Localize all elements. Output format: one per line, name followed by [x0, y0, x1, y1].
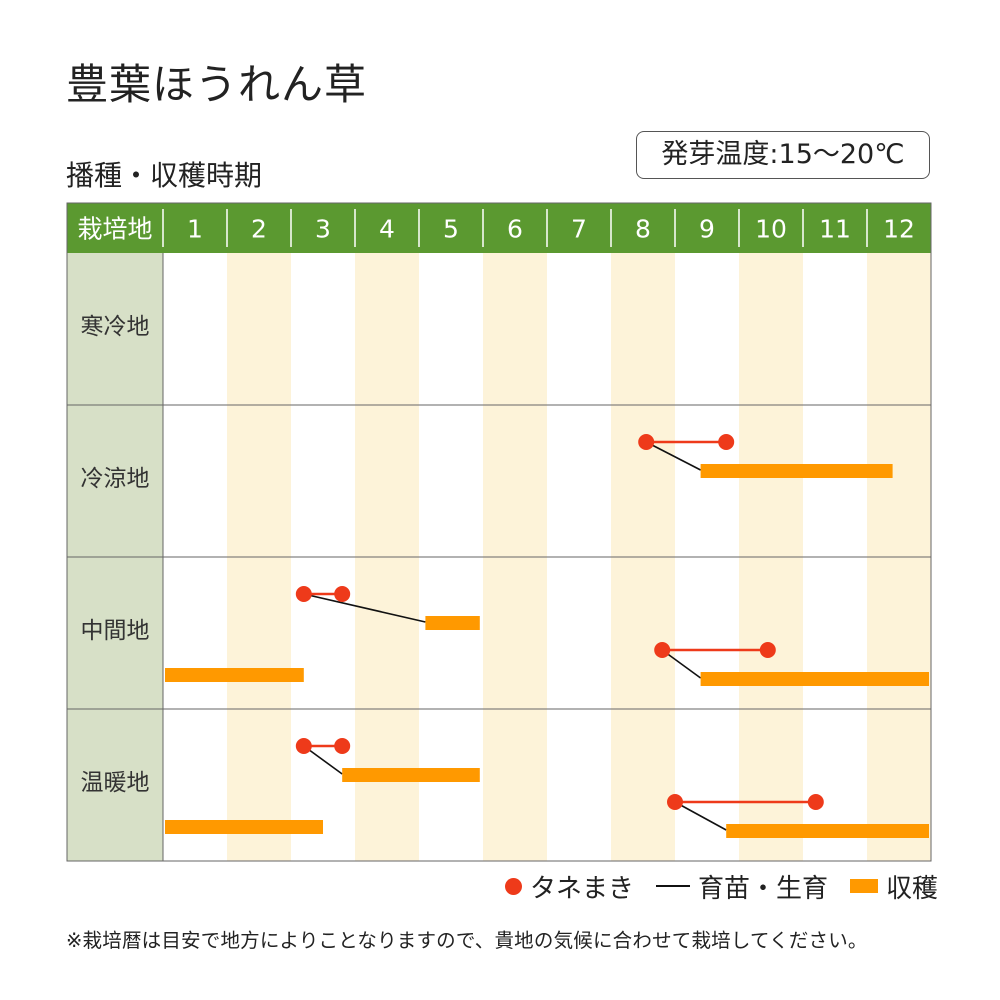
sowing-dot-icon: [505, 877, 522, 895]
page-title: 豊葉ほうれん草: [66, 60, 368, 109]
header-corner-label: 栽培地: [77, 215, 152, 244]
region-label: 寒冷地: [81, 314, 150, 340]
sowing-end-dot: [718, 434, 735, 450]
sowing-start-dot: [638, 434, 655, 450]
legend-sowing: タネまき: [505, 868, 634, 905]
harvest-bar: [700, 672, 929, 686]
sowing-start-dot: [295, 738, 312, 754]
germination-temperature-badge: 発芽温度:15～20℃: [636, 131, 930, 179]
sowing-start-dot: [667, 794, 683, 810]
month-label: 10: [755, 215, 787, 244]
raising-line-icon: [656, 885, 691, 887]
region-label: 温暖地: [81, 770, 150, 796]
chart-subtitle: 播種・収穫時期: [66, 159, 263, 192]
chart-legend: タネまき 育苗・生育 収穫: [505, 868, 938, 904]
month-label: 12: [883, 215, 915, 244]
month-label: 3: [315, 215, 331, 244]
month-label: 2: [251, 215, 267, 244]
month-label: 6: [507, 215, 523, 244]
sowing-end-dot: [334, 586, 351, 602]
growth-line: [674, 801, 727, 831]
footnote: ※栽培暦は目安で地方によりことなりますので、貴地の気候に合わせて栽培してください…: [66, 929, 868, 952]
sowing-start-dot: [654, 642, 671, 658]
month-label: 11: [819, 215, 851, 244]
sowing-start-dot: [295, 586, 312, 602]
region-label: 冷涼地: [81, 466, 150, 492]
legend-raising: 育苗・生育: [656, 868, 828, 905]
growth-line: [303, 593, 426, 623]
region-label: 中間地: [81, 618, 150, 644]
month-label: 7: [571, 215, 587, 244]
month-label: 5: [443, 215, 459, 244]
harvest-bar: [342, 768, 480, 782]
harvest-bar: [165, 668, 304, 682]
harvest-bar: [700, 464, 893, 478]
harvest-bar-icon: [850, 879, 879, 893]
month-header-bar: [67, 203, 931, 253]
growth-line: [645, 441, 701, 471]
harvest-bar: [726, 824, 929, 838]
legend-sowing-label: タネまき: [530, 873, 635, 904]
legend-raising-label: 育苗・生育: [698, 873, 829, 904]
month-label: 9: [699, 215, 715, 244]
legend-harvest: 収穫: [850, 868, 938, 905]
month-label: 1: [187, 215, 203, 244]
harvest-bar: [165, 820, 323, 834]
sowing-end-dot: [334, 738, 351, 754]
month-label: 8: [635, 215, 651, 244]
chart-border: [66, 202, 932, 862]
month-label: 4: [379, 215, 395, 244]
harvest-bar: [425, 616, 480, 630]
sowing-end-dot: [759, 642, 776, 658]
legend-harvest-label: 収穫: [886, 873, 939, 904]
sowing-end-dot: [807, 794, 824, 810]
